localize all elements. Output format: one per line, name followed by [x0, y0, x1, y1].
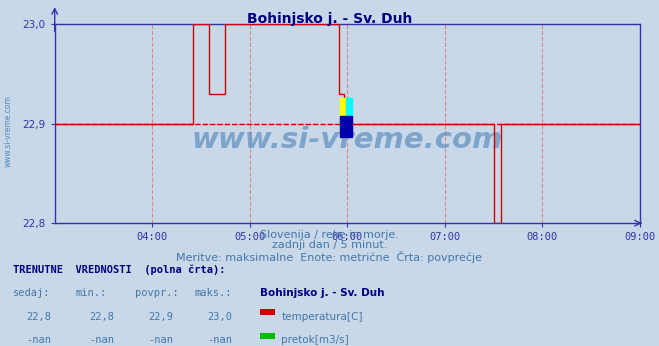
Text: -nan: -nan	[148, 335, 173, 345]
Text: zadnji dan / 5 minut.: zadnji dan / 5 minut.	[272, 240, 387, 251]
Text: TRENUTNE  VREDNOSTI  (polna črta):: TRENUTNE VREDNOSTI (polna črta):	[13, 265, 225, 275]
Text: sedaj:: sedaj:	[13, 288, 51, 298]
Text: www.si-vreme.com: www.si-vreme.com	[192, 126, 503, 154]
Text: 23,0: 23,0	[208, 312, 233, 322]
Bar	[346, 98, 352, 116]
Text: pretok[m3/s]: pretok[m3/s]	[281, 335, 349, 345]
Bar	[340, 98, 346, 116]
Text: Bohinjsko j. - Sv. Duh: Bohinjsko j. - Sv. Duh	[247, 12, 412, 26]
Text: Slovenija / reke in morje.: Slovenija / reke in morje.	[260, 230, 399, 240]
Text: -nan: -nan	[26, 335, 51, 345]
Text: Meritve: maksimalne  Enote: metrične  Črta: povprečje: Meritve: maksimalne Enote: metrične Črta…	[177, 251, 482, 263]
Text: povpr.:: povpr.:	[135, 288, 179, 298]
Text: 22,8: 22,8	[89, 312, 114, 322]
Bar	[340, 116, 352, 137]
Text: temperatura[C]: temperatura[C]	[281, 312, 363, 322]
Text: 22,8: 22,8	[26, 312, 51, 322]
Text: maks.:: maks.:	[194, 288, 232, 298]
Text: -nan: -nan	[89, 335, 114, 345]
Text: 22,9: 22,9	[148, 312, 173, 322]
Text: min.:: min.:	[76, 288, 107, 298]
Text: -nan: -nan	[208, 335, 233, 345]
Text: www.si-vreme.com: www.si-vreme.com	[3, 95, 13, 167]
Text: Bohinjsko j. - Sv. Duh: Bohinjsko j. - Sv. Duh	[260, 288, 385, 298]
